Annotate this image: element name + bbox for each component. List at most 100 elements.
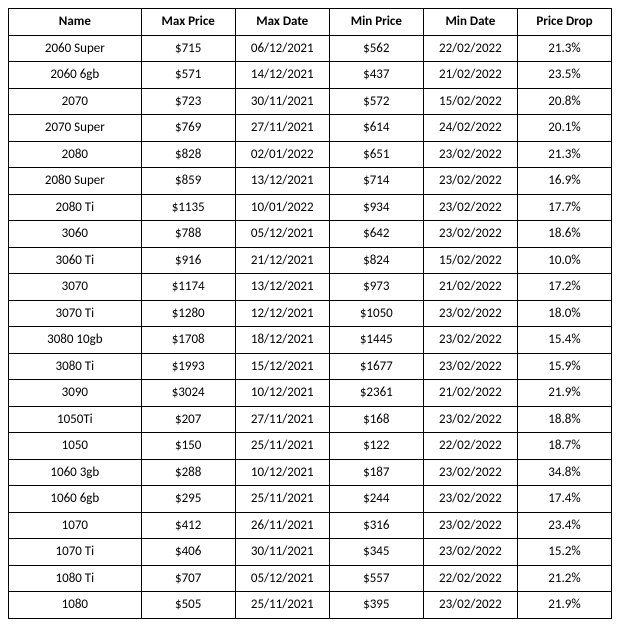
table-cell: $562 [329, 35, 423, 62]
table-row: 2070 Super$76927/11/2021$61424/02/202220… [9, 115, 612, 142]
table-cell: 23/02/2022 [423, 539, 517, 566]
table-cell: 2080 Ti [9, 194, 142, 221]
table-cell: 3080 10gb [9, 327, 142, 354]
table-cell: 23.4% [517, 512, 611, 539]
table-cell: 17.2% [517, 274, 611, 301]
table-cell: 15.9% [517, 353, 611, 380]
table-cell: $122 [329, 433, 423, 460]
table-row: 2060 Super$71506/12/2021$56222/02/202221… [9, 35, 612, 62]
table-cell: 22/02/2022 [423, 565, 517, 592]
table-cell: $723 [141, 88, 235, 115]
table-cell: 18/12/2021 [235, 327, 329, 354]
table-row: 2080$82802/01/2022$65123/02/202221.3% [9, 141, 612, 168]
table-cell: 20.1% [517, 115, 611, 142]
table-cell: 3080 Ti [9, 353, 142, 380]
table-cell: $244 [329, 486, 423, 513]
table-cell: 14/12/2021 [235, 62, 329, 89]
table-row: 3080 10gb$170818/12/2021$144523/02/20221… [9, 327, 612, 354]
table-row: 1060 6gb$29525/11/2021$24423/02/202217.4… [9, 486, 612, 513]
table-cell: 34.8% [517, 459, 611, 486]
table-cell: $828 [141, 141, 235, 168]
table-cell: $715 [141, 35, 235, 62]
column-header: Price Drop [517, 9, 611, 36]
table-cell: 27/11/2021 [235, 115, 329, 142]
table-cell: $973 [329, 274, 423, 301]
table-row: 1060 3gb$28810/12/2021$18723/02/202234.8… [9, 459, 612, 486]
table-cell: $1174 [141, 274, 235, 301]
table-cell: 24/02/2022 [423, 115, 517, 142]
table-header: NameMax PriceMax DateMin PriceMin DatePr… [9, 9, 612, 36]
table-cell: 17.4% [517, 486, 611, 513]
table-cell: 30/11/2021 [235, 88, 329, 115]
table-cell: 1070 Ti [9, 539, 142, 566]
gpu-price-table: NameMax PriceMax DateMin PriceMin DatePr… [8, 8, 612, 619]
table-row: 1050Ti$20727/11/2021$16823/02/202218.8% [9, 406, 612, 433]
table-cell: $437 [329, 62, 423, 89]
table-cell: 1080 Ti [9, 565, 142, 592]
table-row: 3070$117413/12/2021$97321/02/202217.2% [9, 274, 612, 301]
table-cell: 21.3% [517, 141, 611, 168]
table-cell: 3090 [9, 380, 142, 407]
table-cell: 2060 6gb [9, 62, 142, 89]
table-cell: 25/11/2021 [235, 486, 329, 513]
table-cell: 18.7% [517, 433, 611, 460]
table-cell: $1135 [141, 194, 235, 221]
table-row: 3080 Ti$199315/12/2021$167723/02/202215.… [9, 353, 612, 380]
table-cell: $150 [141, 433, 235, 460]
table-cell: 1060 6gb [9, 486, 142, 513]
table-cell: 2080 Super [9, 168, 142, 195]
table-cell: 21/12/2021 [235, 247, 329, 274]
table-cell: 17.7% [517, 194, 611, 221]
table-row: 2080 Super$85913/12/2021$71423/02/202216… [9, 168, 612, 195]
table-cell: 15.2% [517, 539, 611, 566]
table-cell: 10/01/2022 [235, 194, 329, 221]
table-cell: $788 [141, 221, 235, 248]
table-cell: 30/11/2021 [235, 539, 329, 566]
table-cell: 1050 [9, 433, 142, 460]
table-cell: 26/11/2021 [235, 512, 329, 539]
table-cell: 05/12/2021 [235, 565, 329, 592]
table-cell: $571 [141, 62, 235, 89]
table-row: 3070 Ti$128012/12/2021$105023/02/202218.… [9, 300, 612, 327]
table-cell: 3070 Ti [9, 300, 142, 327]
table-cell: 21.9% [517, 380, 611, 407]
table-row: 1050$15025/11/2021$12222/02/202218.7% [9, 433, 612, 460]
table-cell: 18.0% [517, 300, 611, 327]
table-cell: $1708 [141, 327, 235, 354]
table-cell: $1280 [141, 300, 235, 327]
table-cell: 3060 Ti [9, 247, 142, 274]
table-cell: 23/02/2022 [423, 592, 517, 619]
table-cell: 3060 [9, 221, 142, 248]
table-cell: 10/12/2021 [235, 380, 329, 407]
column-header: Name [9, 9, 142, 36]
table-cell: $1445 [329, 327, 423, 354]
table-cell: 21.3% [517, 35, 611, 62]
table-cell: 20.8% [517, 88, 611, 115]
table-cell: $714 [329, 168, 423, 195]
table-cell: $707 [141, 565, 235, 592]
column-header: Max Price [141, 9, 235, 36]
table-cell: $295 [141, 486, 235, 513]
table-cell: 10.0% [517, 247, 611, 274]
table-cell: 1080 [9, 592, 142, 619]
table-cell: 2060 Super [9, 35, 142, 62]
table-cell: $614 [329, 115, 423, 142]
table-row: 2080 Ti$113510/01/2022$93423/02/202217.7… [9, 194, 612, 221]
table-cell: 1070 [9, 512, 142, 539]
table-cell: 23/02/2022 [423, 459, 517, 486]
table-cell: $651 [329, 141, 423, 168]
table-cell: 21/02/2022 [423, 380, 517, 407]
table-cell: 12/12/2021 [235, 300, 329, 327]
table-cell: $345 [329, 539, 423, 566]
table-cell: 02/01/2022 [235, 141, 329, 168]
column-header: Min Price [329, 9, 423, 36]
table-cell: 15.4% [517, 327, 611, 354]
table-cell: 23/02/2022 [423, 327, 517, 354]
table-cell: $1993 [141, 353, 235, 380]
table-cell: 15/02/2022 [423, 247, 517, 274]
table-row: 3060$78805/12/2021$64223/02/202218.6% [9, 221, 612, 248]
table-cell: 23/02/2022 [423, 486, 517, 513]
table-cell: 15/02/2022 [423, 88, 517, 115]
table-cell: $824 [329, 247, 423, 274]
table-cell: $505 [141, 592, 235, 619]
